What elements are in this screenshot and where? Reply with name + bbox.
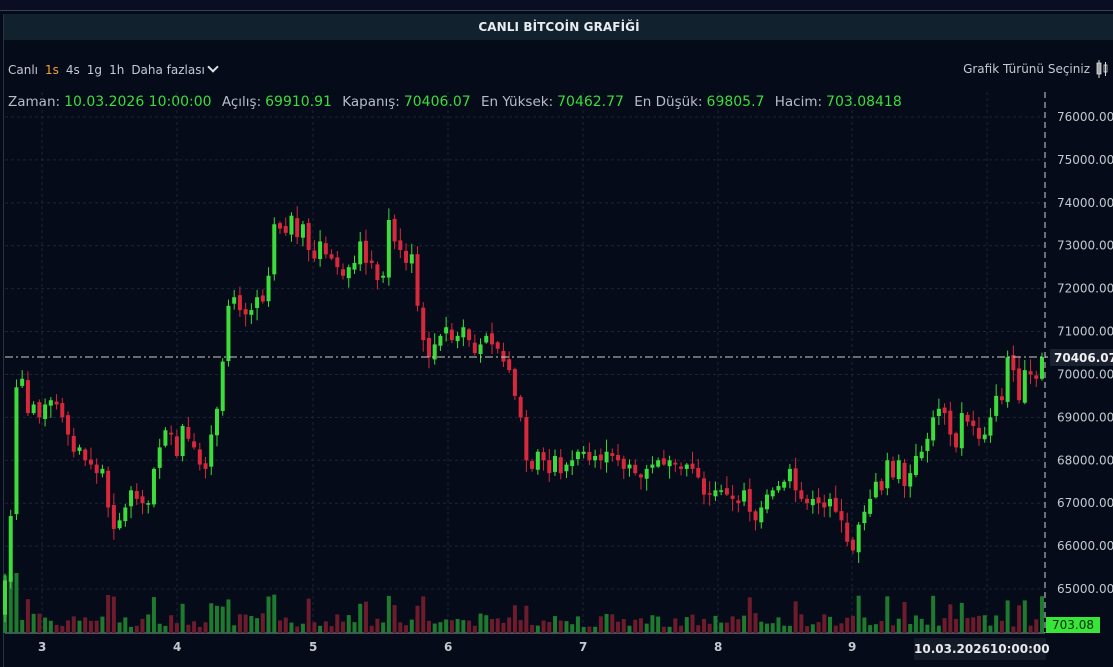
high-value: 70462.77 <box>557 94 624 110</box>
top-strip <box>0 0 1113 11</box>
last-volume-tag: 703.08 <box>1046 617 1100 633</box>
interval-1h[interactable]: 1h <box>109 63 125 77</box>
low-label: En Düşük: <box>634 94 703 110</box>
x-tick-label: 9 <box>848 640 856 654</box>
last-price-tag: 70406.07 <box>1050 349 1113 366</box>
interval-toolbar: Canlı 1s 4s 1g 1h Daha fazlası <box>8 61 219 78</box>
y-tick-label: 71000.00 <box>1057 325 1113 339</box>
y-tick-label: 76000.00 <box>1057 110 1113 124</box>
y-tick-label: 72000.00 <box>1057 282 1113 296</box>
crosshair-time: 10:00:00 <box>989 642 1050 656</box>
volume-label: Hacim: <box>774 94 823 110</box>
x-tick-label: 3 <box>38 640 46 654</box>
chart-type-label: Grafik Türünü Seçiniz <box>963 62 1090 76</box>
y-tick-label: 67000.00 <box>1057 496 1113 510</box>
y-tick-label: 73000.00 <box>1057 239 1113 253</box>
interval-4s[interactable]: 4s <box>65 63 80 77</box>
more-intervals-button[interactable]: Daha fazlası <box>131 61 219 77</box>
time-value: 10.03.2026 10:00:00 <box>64 94 212 110</box>
open-label: Açılış: <box>221 94 262 110</box>
volume-value: 703.08418 <box>826 94 902 110</box>
more-label: Daha fazlası <box>131 63 205 77</box>
x-tick-label: 4 <box>173 640 181 654</box>
interval-live[interactable]: Canlı <box>8 63 39 77</box>
title-bar: CANLI BİTCOİN GRAFİĞİ <box>4 14 1113 40</box>
time-label: Zaman: <box>8 94 61 110</box>
ohlc-info-bar: Zaman: 10.03.2026 10:00:00 Açılış: 69910.9… <box>8 94 908 110</box>
page-title: CANLI BİTCOİN GRAFİĞİ <box>478 20 640 34</box>
close-value: 70406.07 <box>403 94 471 110</box>
chart-panel: CANLI BİTCOİN GRAFİĞİ Canlı 1s 4s 1g 1h … <box>3 14 1113 667</box>
crosshair-date: 10.03.2026 <box>914 642 990 656</box>
low-value: 69805.7 <box>706 94 765 110</box>
x-tick-label: 6 <box>444 640 452 654</box>
y-tick-label: 75000.00 <box>1057 153 1113 167</box>
interval-1g[interactable]: 1g <box>86 63 103 77</box>
x-tick-label: 5 <box>309 640 317 654</box>
x-tick-label: 8 <box>714 640 722 654</box>
open-value: 69910.91 <box>265 94 332 110</box>
candlestick-icon <box>1096 60 1108 78</box>
y-tick-label: 65000.00 <box>1057 582 1113 596</box>
high-label: En Yüksek: <box>480 94 554 110</box>
interval-1s[interactable]: 1s <box>45 63 59 77</box>
y-tick-label: 66000.00 <box>1057 539 1113 553</box>
y-tick-label: 74000.00 <box>1057 196 1113 210</box>
close-label: Kapanış: <box>342 94 400 110</box>
x-tick-label: 7 <box>579 640 587 654</box>
y-tick-label: 70000.00 <box>1057 367 1113 381</box>
y-tick-label: 69000.00 <box>1057 410 1113 424</box>
chart-type-selector[interactable]: Grafik Türünü Seçiniz <box>963 60 1108 78</box>
y-tick-label: 68000.00 <box>1057 453 1113 467</box>
crosshair-time-tag: 10.03.2026 10:00:00 <box>914 638 1050 660</box>
